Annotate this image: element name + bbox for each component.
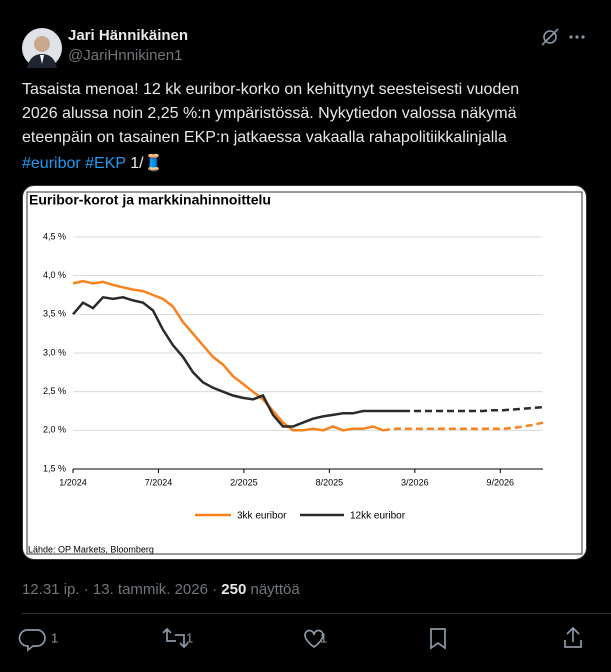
y-tick-label: 2,0 % bbox=[43, 425, 66, 435]
share-icon[interactable] bbox=[564, 626, 582, 648]
like-icon[interactable] bbox=[304, 629, 324, 649]
action-bar[interactable]: 1 1 1 bbox=[0, 624, 611, 654]
x-tick-label: 8/2025 bbox=[316, 477, 344, 487]
y-tick-label: 4,0 % bbox=[43, 270, 66, 280]
y-tick-label: 2,5 % bbox=[43, 386, 66, 396]
legend-label: 12kk euribor bbox=[350, 511, 406, 522]
header-icons[interactable] bbox=[538, 27, 598, 47]
series-line bbox=[72, 295, 403, 428]
chart: Euribor-korot ja markkinahinnoittelu Läh… bbox=[26, 191, 583, 555]
chart-title: Euribor-korot ja markkinahinnoittelu bbox=[29, 192, 271, 208]
repost-count: 1 bbox=[186, 630, 193, 645]
thread-marker: 1/🧵 bbox=[130, 155, 164, 172]
repost-icon[interactable] bbox=[162, 627, 189, 649]
author-handle[interactable]: @JariHnnikinen1 bbox=[68, 47, 183, 64]
x-tick-label: 9/2026 bbox=[487, 477, 515, 487]
x-tick-label: 3/2026 bbox=[401, 477, 429, 487]
y-tick-label: 4,5 % bbox=[43, 231, 66, 241]
series-line bbox=[72, 279, 384, 432]
x-tick-label: 1/2024 bbox=[59, 477, 87, 487]
forecast-line bbox=[382, 421, 544, 432]
tweet-line: Tasaista menoa! 12 kk euribor-korko on k… bbox=[22, 81, 520, 98]
date: 13. tammik. 2026 bbox=[92, 581, 208, 598]
media[interactable]: Euribor-korot ja markkinahinnoittelu Läh… bbox=[22, 185, 587, 560]
y-tick-label: 1,5 % bbox=[43, 463, 66, 473]
reply-icon[interactable] bbox=[18, 629, 46, 652]
tweet-line: eteenpäin on tasainen EKP:n jatkaessa va… bbox=[22, 129, 507, 146]
y-tick-label: 3,0 % bbox=[43, 347, 66, 357]
bookmark-icon[interactable] bbox=[430, 628, 446, 650]
legend-label: 3kk euribor bbox=[237, 511, 287, 522]
timestamp[interactable]: 12.31 ip. · 13. tammik. 2026 · 250 näytt… bbox=[22, 581, 300, 598]
avatar[interactable] bbox=[22, 28, 62, 68]
like-count: 1 bbox=[320, 630, 327, 645]
author-name[interactable]: Jari Hännikäinen bbox=[68, 27, 189, 44]
tweet-line: 2026 alussa noin 2,25 %:n ympäristössä. … bbox=[22, 105, 517, 122]
views: 250 bbox=[221, 581, 247, 598]
chart-frame bbox=[26, 191, 583, 555]
x-tick-label: 2/2025 bbox=[230, 477, 258, 487]
hashtag[interactable]: #euribor bbox=[22, 155, 81, 172]
y-tick-label: 3,5 % bbox=[43, 309, 66, 319]
reply-count: 1 bbox=[51, 630, 58, 645]
chart-source: Lähde: OP Markets, Bloomberg bbox=[28, 544, 154, 554]
forecast-line bbox=[403, 405, 544, 413]
time: 12.31 ip. bbox=[22, 581, 80, 598]
x-tick-label: 7/2024 bbox=[145, 477, 173, 487]
hashtag[interactable]: #EKP bbox=[85, 155, 126, 172]
tweet-line: #euribor #EKP 1/🧵 bbox=[22, 153, 164, 173]
divider bbox=[22, 613, 611, 614]
views-label: näyttöä bbox=[250, 581, 300, 598]
